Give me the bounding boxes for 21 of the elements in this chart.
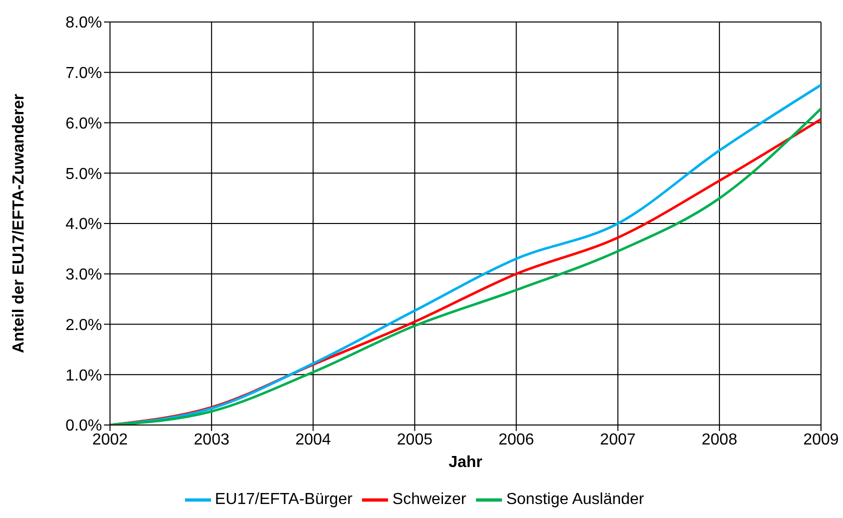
y-tick-label: 2.0% [66,316,102,334]
y-tick-label: 1.0% [66,367,102,384]
legend-label: EU17/EFTA-Bürger [214,491,352,508]
legend-label: Schweizer [392,491,466,508]
y-axis-title: Anteil der EU17/EFTA-Zuwanderer [10,94,28,354]
x-tick-label: 2008 [702,431,738,448]
y-tick-label: 7.0% [66,65,102,82]
x-tick-label: 2004 [295,431,332,448]
x-tick-label: 2009 [803,431,839,448]
x-tick-label: 2002 [92,431,128,448]
x-tick-label: 2003 [194,431,230,448]
x-tick-label: 2006 [498,431,534,448]
x-axis-title: Jahr [448,454,482,471]
y-tick-label: 4.0% [66,216,102,234]
x-tick-label: 2005 [396,431,433,448]
y-tick-label: 6.0% [66,115,102,132]
y-tick-label: 5.0% [66,166,102,183]
x-tick-label: 2007 [600,431,636,448]
y-tick-label: 3.0% [66,266,102,284]
y-tick-label: 8.0% [66,14,102,32]
legend-label: Sonstige Ausländer [506,491,644,508]
